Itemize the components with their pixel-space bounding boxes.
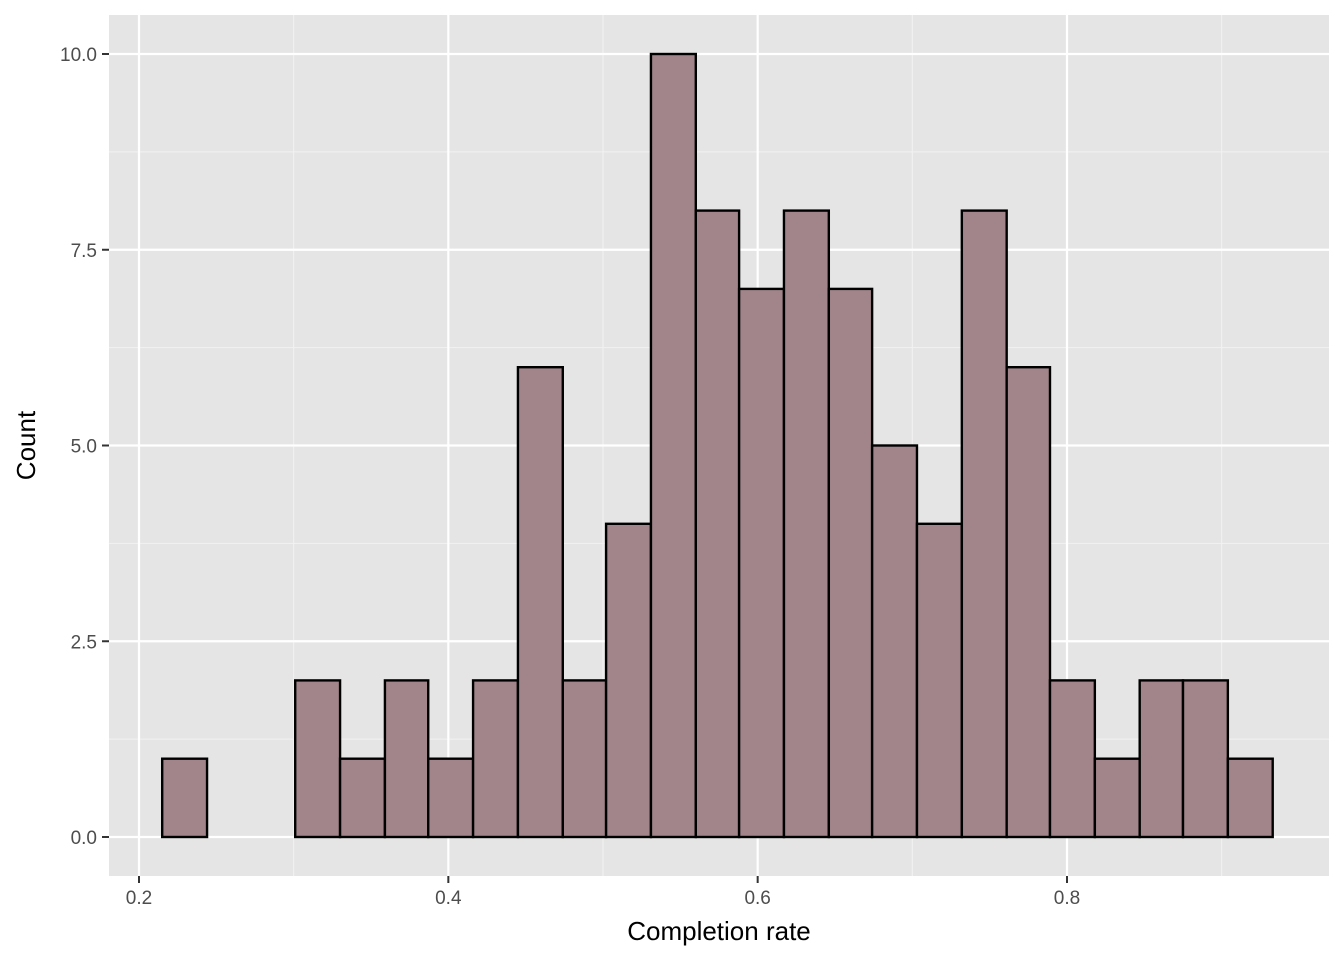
- histogram-bar: [1226, 757, 1274, 839]
- histogram-bar: [383, 679, 430, 839]
- histogram-bar: [960, 209, 1008, 839]
- x-tick-label: 0.6: [744, 888, 770, 909]
- y-tick-label: 7.5: [71, 241, 97, 262]
- histogram-bar: [1181, 679, 1230, 839]
- histogram-bar: [870, 444, 919, 839]
- y-tick-label: 5.0: [71, 437, 97, 458]
- x-axis: 0.2 0.4 0.6 0.8: [126, 876, 1080, 909]
- histogram-bar: [1093, 757, 1141, 839]
- histogram-bar: [561, 679, 608, 839]
- y-axis: 0.0 2.5 5.0 7.5 10.0: [60, 45, 109, 849]
- histogram-bars: [160, 52, 1274, 839]
- histogram-bar: [915, 522, 964, 839]
- histogram-bar: [604, 522, 653, 839]
- histogram-bar: [427, 757, 475, 839]
- histogram-bar: [694, 209, 741, 839]
- y-tick-label: 0.0: [71, 828, 97, 849]
- histogram-bar: [737, 287, 786, 839]
- histogram-bar: [294, 679, 342, 839]
- histogram-bar: [782, 209, 831, 839]
- y-tick-label: 10.0: [60, 45, 97, 66]
- histogram-bar: [338, 757, 387, 839]
- y-tick-label: 2.5: [71, 632, 97, 653]
- y-axis-title: Count: [11, 410, 41, 480]
- histogram-bar: [1138, 679, 1185, 839]
- histogram-bar: [471, 679, 520, 839]
- x-tick-label: 0.8: [1054, 888, 1080, 909]
- histogram-bar: [649, 52, 697, 839]
- histogram-bar: [160, 757, 209, 839]
- histogram-bar: [1048, 679, 1097, 839]
- x-tick-label: 0.4: [435, 888, 462, 909]
- histogram-bar: [516, 366, 564, 839]
- histogram-bar: [1005, 366, 1052, 839]
- histogram-bar: [827, 287, 874, 839]
- x-tick-label: 0.2: [126, 888, 152, 909]
- x-axis-title: Completion rate: [627, 916, 811, 946]
